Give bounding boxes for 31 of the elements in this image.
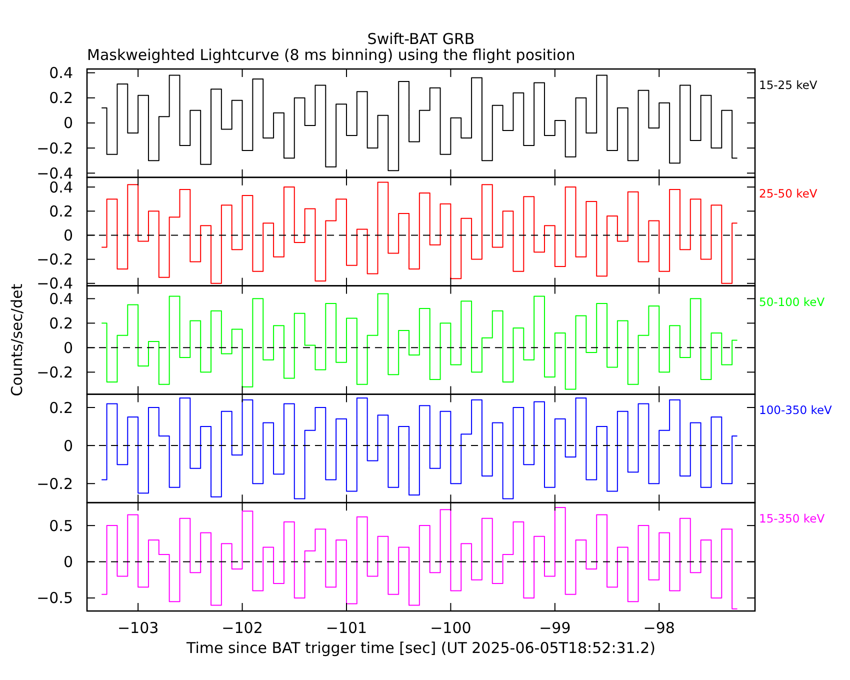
y-tick-label: 0.4 [49, 64, 73, 82]
y-tick-label: 0 [63, 226, 73, 244]
y-tick-label: −0.2 [36, 139, 73, 158]
y-tick-label: 0 [63, 114, 73, 132]
y-tick-label: 0.5 [49, 516, 73, 535]
x-axis-title: Time since BAT trigger time [sec] (UT 2025-06-05T18:52:31.2) [186, 639, 656, 657]
y-tick-label: 0.2 [49, 398, 73, 417]
text: 25-50 keV [759, 186, 818, 200]
y-tick-label: 0 [63, 338, 73, 357]
text: 100-350 keV [759, 403, 832, 418]
y-axis-title: Counts/sec/det [8, 284, 26, 396]
y-tick-label: 0.2 [49, 202, 73, 220]
y-tick-label: −0.2 [36, 474, 73, 493]
y-tick-label: 0.2 [49, 314, 73, 332]
y-tick-label: −0.5 [36, 589, 73, 608]
text: 15-350 keV [759, 512, 825, 526]
x-tick-label: −100 [430, 619, 472, 637]
y-tick-label: −0.2 [36, 363, 73, 382]
text: 50-100 keV [759, 294, 825, 309]
y-tick-label: 0.2 [49, 89, 73, 108]
y-tick-label: 0 [63, 553, 73, 572]
x-tick-label: −101 [326, 619, 368, 637]
legend-label: 15-25 keV [759, 78, 818, 92]
x-tick-label: −103 [117, 619, 159, 637]
x-tick-label: −99 [539, 619, 571, 637]
x-tick-label: −102 [222, 619, 263, 637]
y-tick-label: 0 [63, 436, 73, 455]
x-tick-label: −98 [643, 619, 675, 637]
chart-title: Swift-BAT GRB [367, 30, 475, 48]
chart-subtitle: Maskweighted Lightcurve (8 ms binning) using the flight position [87, 46, 576, 64]
y-tick-label: −0.2 [36, 250, 73, 269]
